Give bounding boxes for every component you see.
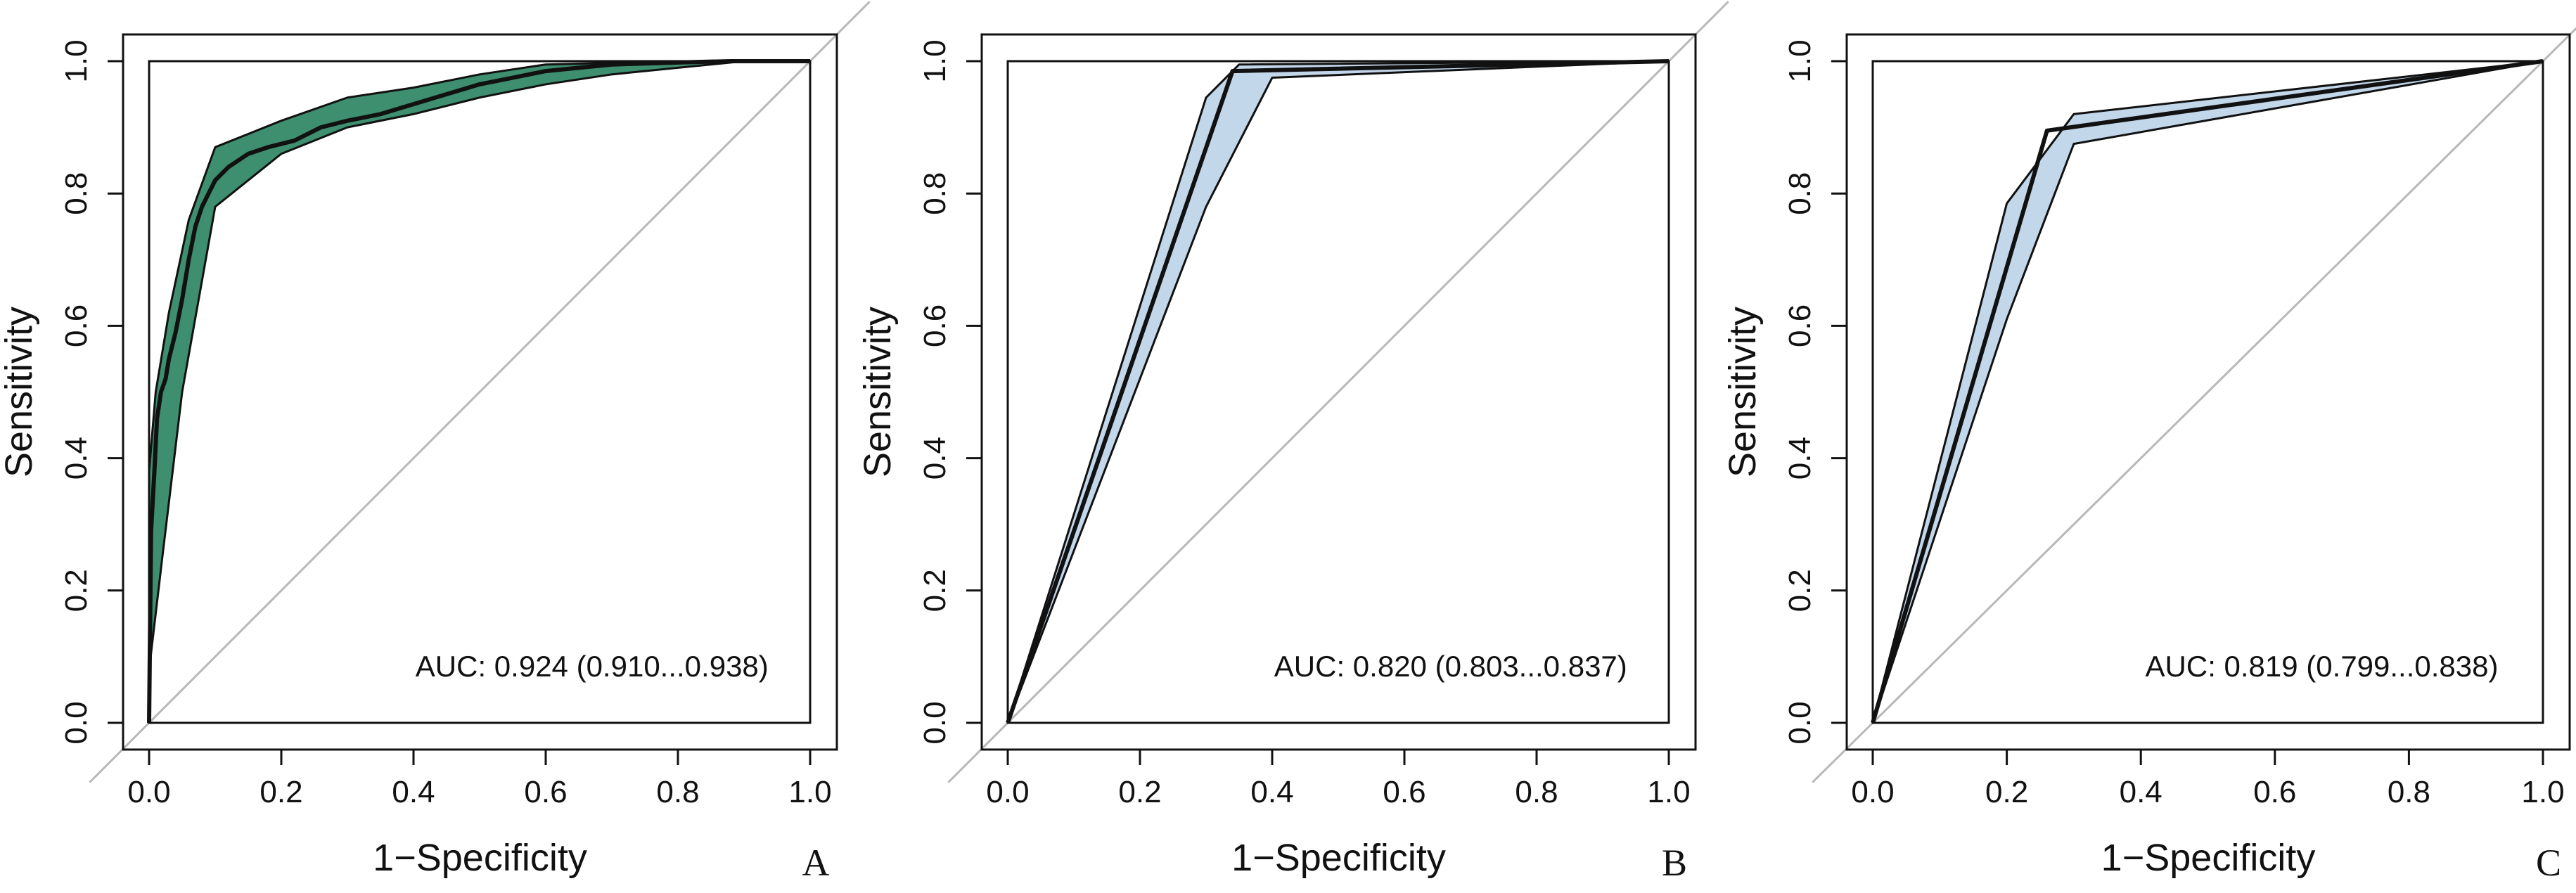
- auc-annotation: AUC: 0.819 (0.799...0.838): [2146, 650, 2499, 683]
- x-tick-label: 1.0: [2521, 775, 2564, 809]
- y-tick-label: 1.0: [59, 39, 94, 82]
- x-tick-label: 0.4: [2120, 775, 2162, 809]
- reference-diagonal: [1812, 27, 2576, 783]
- roc-curve: [1871, 59, 2544, 724]
- unit-square-frame: [148, 60, 812, 724]
- plot-frame: [1845, 33, 2571, 751]
- y-tick-label: 0.4: [918, 437, 952, 480]
- y-tick-label: 1.0: [1783, 39, 1817, 82]
- x-tick-label: 0.4: [1250, 775, 1293, 809]
- y-axis-label: Sensitivity: [857, 307, 899, 477]
- y-tick-label: 0.6: [59, 304, 94, 347]
- panel-letter: A: [802, 842, 830, 884]
- y-tick-label: 0.8: [918, 172, 952, 215]
- x-tick-label: 0.2: [1985, 775, 2028, 809]
- y-tick-label: 0.6: [1783, 304, 1817, 347]
- roc-panel-c: 0.0 0.2 0.4 0.6 0.8 1.0 0.0 0.2 0.4 0.6 0.8 1.0 1−Sp…: [1722, 27, 2576, 884]
- x-tick-label: 1.0: [1647, 775, 1690, 809]
- roc-curve: [1006, 59, 1670, 724]
- y-tick-label: 0.4: [1783, 437, 1817, 480]
- auc-annotation: AUC: 0.924 (0.910...0.938): [416, 650, 769, 683]
- y-tick-label: 0.8: [59, 172, 94, 215]
- x-axis-label: 1−Specificity: [1231, 837, 1446, 879]
- x-tick-label: 0.6: [2253, 775, 2296, 809]
- x-tick-label: 0.0: [127, 775, 170, 809]
- roc-panel-b: 0.0 0.2 0.4 0.6 0.8 1.0 0.0 0.2 0.4 0.6 0.8 1.0 1−Sp…: [857, 1, 1729, 884]
- y-tick-label: 1.0: [918, 39, 952, 82]
- x-tick-label: 0.2: [1118, 775, 1161, 809]
- auc-annotation: AUC: 0.820 (0.803...0.837): [1274, 650, 1627, 683]
- x-axis-label: 1−Specificity: [373, 837, 587, 879]
- panel-letter: B: [1662, 842, 1687, 884]
- x-tick-label: 0.8: [656, 775, 699, 809]
- reference-diagonal: [947, 1, 1729, 783]
- y-tick-label: 0.6: [918, 304, 952, 347]
- x-tick-label: 0.8: [1515, 775, 1558, 809]
- x-tick-label: 0.0: [986, 775, 1029, 809]
- y-tick-label: 0.8: [1783, 172, 1817, 215]
- y-tick-label: 0.2: [1783, 569, 1817, 612]
- x-tick-label: 0.4: [392, 775, 435, 809]
- roc-curve: [147, 59, 810, 724]
- plot-frame: [980, 33, 1697, 751]
- y-tick-label: 0.2: [918, 569, 952, 612]
- x-tick-label: 0.6: [1383, 775, 1425, 809]
- y-tick-label: 0.0: [1783, 701, 1817, 744]
- y-tick-label: 0.2: [59, 569, 94, 612]
- reference-diagonal: [89, 1, 871, 783]
- plot-frame: [122, 33, 838, 751]
- y-axis-label: Sensitivity: [1722, 307, 1764, 477]
- unit-square-frame: [1871, 60, 2544, 724]
- x-tick-label: 0.8: [2388, 775, 2430, 809]
- y-axis-label: Sensitivity: [0, 307, 40, 477]
- roc-panel-a: 0.0 0.2 0.4 0.6 0.8 1.0 0.0 0.2 0.4 0.6 0.8 1.0 1−Sp…: [0, 1, 871, 884]
- y-tick-label: 0.0: [59, 701, 94, 744]
- x-tick-label: 0.6: [524, 775, 567, 809]
- y-tick-label: 0.0: [918, 701, 952, 744]
- unit-square-frame: [1006, 60, 1670, 724]
- x-axis-label: 1−Specificity: [2101, 837, 2316, 879]
- y-tick-label: 0.4: [59, 437, 94, 480]
- x-tick-label: 0.0: [1851, 775, 1894, 809]
- panel-letter: C: [2536, 842, 2561, 884]
- x-tick-label: 0.2: [259, 775, 302, 809]
- x-tick-label: 1.0: [788, 775, 831, 809]
